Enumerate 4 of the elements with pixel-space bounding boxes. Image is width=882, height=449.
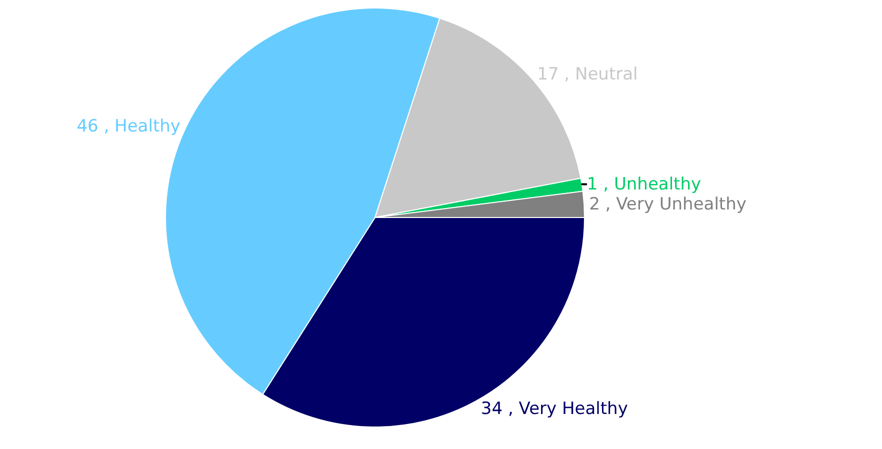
slice-label: 2 , Very Unhealthy [589,194,746,214]
slice-label: 34 , Very Healthy [480,398,628,419]
slice-label: 1 , Unhealthy [586,174,702,194]
slice-label: 46 , Healthy [76,116,180,136]
